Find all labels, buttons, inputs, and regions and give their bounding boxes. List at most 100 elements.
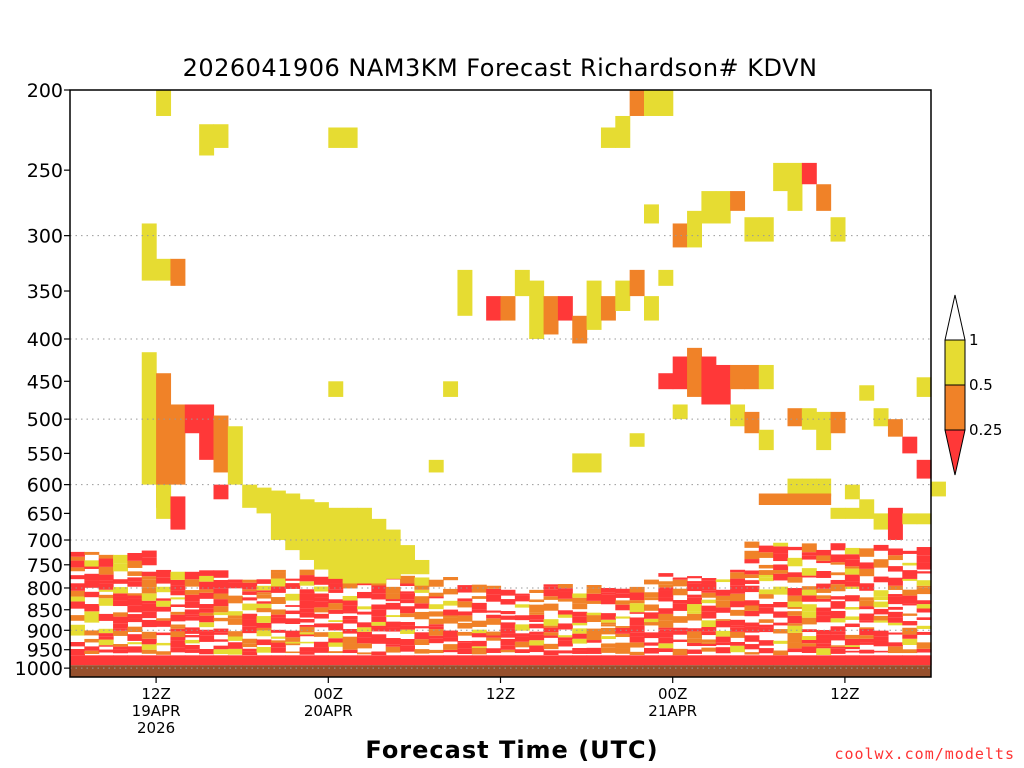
heatmap-cell [471, 596, 487, 599]
heatmap-cell [529, 640, 545, 646]
heatmap-cell [113, 554, 128, 564]
heatmap-cell [170, 258, 186, 286]
heatmap-cell [428, 459, 444, 473]
heatmap-cell [184, 590, 200, 595]
heatmap-cell [687, 631, 702, 639]
heatmap-cell [127, 577, 143, 582]
heatmap-cell [227, 611, 243, 616]
heatmap-cell [299, 589, 315, 594]
heatmap-cell [127, 626, 143, 633]
y-tick-label: 400 [27, 329, 63, 351]
heatmap-cell [701, 599, 717, 604]
heatmap-cell [916, 547, 932, 556]
heatmap-cell [313, 601, 329, 608]
heatmap-cell [213, 628, 229, 633]
heatmap-cell [227, 582, 243, 589]
heatmap-cell [572, 597, 588, 604]
heatmap-cell [127, 614, 143, 619]
heatmap-cell [113, 628, 128, 631]
heatmap-cell [285, 610, 301, 615]
heatmap-cell [801, 552, 817, 556]
heatmap-cell [500, 638, 516, 646]
heatmap-cell [844, 638, 860, 646]
heatmap-cell [902, 634, 918, 639]
heatmap-cell [70, 615, 85, 621]
heatmap-cell [902, 436, 918, 454]
heatmap-cell [715, 642, 731, 646]
heatmap-cell [672, 356, 688, 390]
heatmap-cell [457, 615, 473, 622]
heatmap-cell [615, 115, 631, 148]
heatmap-cell [830, 645, 846, 647]
heatmap-cell [256, 603, 272, 609]
heatmap-cell [615, 655, 631, 666]
heatmap-cell [486, 631, 502, 636]
heatmap-cell [141, 223, 157, 281]
ground-band [70, 665, 931, 677]
heatmap-cell [902, 603, 918, 606]
heatmap-cell [299, 641, 315, 644]
heatmap-cell [443, 381, 459, 397]
heatmap-cell [844, 547, 860, 555]
heatmap-cell [859, 642, 875, 645]
heatmap-cell [242, 589, 258, 592]
heatmap-cell [644, 647, 659, 654]
heatmap-cell [299, 593, 315, 601]
heatmap-cell [758, 589, 774, 595]
heatmap-cell [730, 619, 746, 626]
heatmap-cell [414, 649, 430, 654]
heatmap-cell [730, 627, 746, 632]
heatmap-cell [486, 594, 502, 602]
heatmap-cell [328, 381, 344, 397]
chart-title: 2026041906 NAM3KM Forecast Richardson# K… [183, 54, 818, 82]
heatmap-cell [600, 627, 616, 635]
heatmap-cell [715, 607, 731, 613]
heatmap-cell [156, 618, 172, 621]
heatmap-cell [486, 588, 502, 595]
heatmap-cell [758, 619, 774, 623]
heatmap-cell [844, 568, 860, 575]
heatmap-cell [830, 579, 846, 585]
heatmap-cell [658, 269, 674, 286]
heatmap-cell [156, 373, 172, 508]
heatmap-cell [270, 490, 286, 541]
heatmap-cell [758, 594, 774, 599]
heatmap-cell [672, 655, 688, 666]
heatmap-cell [113, 649, 128, 654]
heatmap-cell [486, 655, 502, 666]
heatmap-cell [270, 586, 286, 593]
heatmap-cell [500, 615, 516, 620]
heatmap-cell [328, 603, 344, 610]
heatmap-cell [902, 613, 918, 616]
heatmap-cell [270, 636, 286, 639]
heatmap-cell [98, 566, 114, 575]
heatmap-cell [127, 634, 143, 641]
heatmap-cell [744, 622, 760, 627]
heatmap-cell [70, 583, 85, 591]
heatmap-cell [184, 635, 200, 638]
heatmap-cell [70, 596, 85, 602]
heatmap-cell [141, 557, 157, 566]
heatmap-cell [471, 640, 487, 647]
heatmap-cell [916, 648, 932, 653]
heatmap-cell [773, 655, 789, 666]
heatmap-cell [328, 589, 344, 593]
heatmap-cell [758, 655, 774, 666]
heatmap-cell [514, 649, 530, 653]
heatmap-cell [658, 587, 674, 591]
heatmap-cell [227, 426, 243, 485]
heatmap-cell [816, 493, 832, 506]
heatmap-cell [715, 595, 731, 601]
heatmap-cell [859, 627, 875, 630]
heatmap-cell [859, 499, 875, 519]
heatmap-cell [256, 579, 272, 584]
y-tick-label: 950 [27, 640, 63, 662]
heatmap-cell [687, 597, 702, 605]
heatmap-cell [113, 643, 128, 647]
heatmap-cell [156, 620, 172, 627]
heatmap-cell [242, 591, 258, 595]
heatmap-cell [887, 655, 903, 666]
heatmap-cell [600, 296, 616, 321]
heatmap-cell [285, 493, 301, 551]
heatmap-cell [873, 608, 889, 615]
